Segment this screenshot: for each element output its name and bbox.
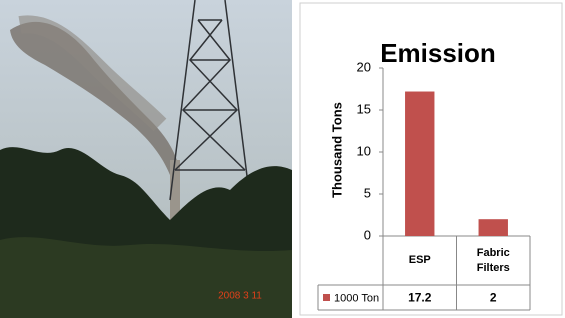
bar: [405, 92, 434, 236]
bar: [479, 219, 508, 236]
y-tick-label: 15: [357, 101, 371, 116]
x-tick-label: Fabric Filters: [457, 236, 531, 285]
legend-label: 1000 Ton: [334, 292, 379, 304]
category-cell: Fabric Filters: [457, 236, 531, 285]
page: 2008 3 11 Emission Thousand Tons 0 5 10 15 2…: [0, 0, 565, 318]
category-cell: ESP: [383, 236, 457, 285]
date-stamp: 2008 3 11: [218, 291, 262, 302]
table-value: 2: [490, 291, 497, 305]
chart-title: Emission: [380, 38, 496, 68]
y-tick-label: 5: [364, 185, 371, 200]
y-tick-label: 10: [357, 143, 371, 158]
x-tick-label: ESP: [383, 236, 457, 285]
table-value: 17.2: [408, 291, 432, 305]
photo: 2008 3 11: [0, 0, 292, 318]
legend-swatch: [323, 294, 330, 301]
y-tick-label: 0: [364, 227, 371, 242]
y-tick-label: 20: [357, 59, 371, 74]
y-axis-label: Thousand Tons: [329, 102, 344, 198]
